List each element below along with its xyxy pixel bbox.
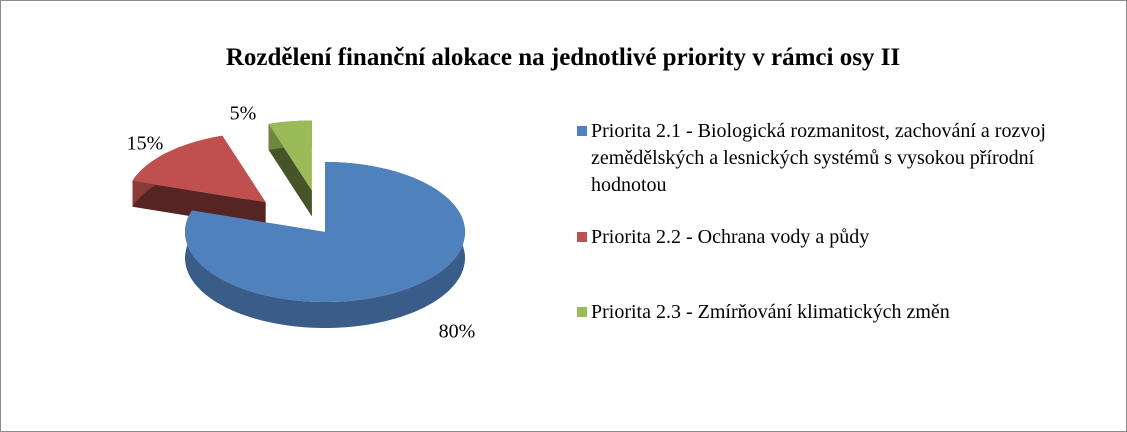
- legend-label: Priorita 2.1 - Biologická rozmanitost, z…: [591, 120, 1046, 196]
- legend-swatch: [577, 126, 587, 136]
- chart-title: Rozdělení finanční alokace na jednotlivé…: [226, 44, 900, 71]
- legend-swatch: [577, 307, 587, 317]
- data-label: 15%: [127, 133, 164, 155]
- data-label: 80%: [439, 321, 476, 343]
- legend: Priorita 2.1 - Biologická rozmanitost, z…: [577, 118, 1107, 326]
- slice: [185, 162, 465, 302]
- legend-entry: Priorita 2.1 - Biologická rozmanitost, z…: [577, 118, 1107, 199]
- slice: [268, 120, 312, 191]
- legend-label: Priorita 2.3 - Zmírňování klimatických z…: [591, 301, 950, 323]
- legend-swatch: [577, 232, 587, 242]
- legend-entry: Priorita 2.2 - Ochrana vody a půdy: [577, 224, 1107, 251]
- data-label: 5%: [230, 103, 257, 125]
- slice: [132, 135, 266, 203]
- legend-label: Priorita 2.2 - Ochrana vody a půdy: [591, 226, 870, 248]
- slice-face: [132, 180, 266, 229]
- legend-entry: Priorita 2.3 - Zmírňování klimatických z…: [577, 299, 1107, 326]
